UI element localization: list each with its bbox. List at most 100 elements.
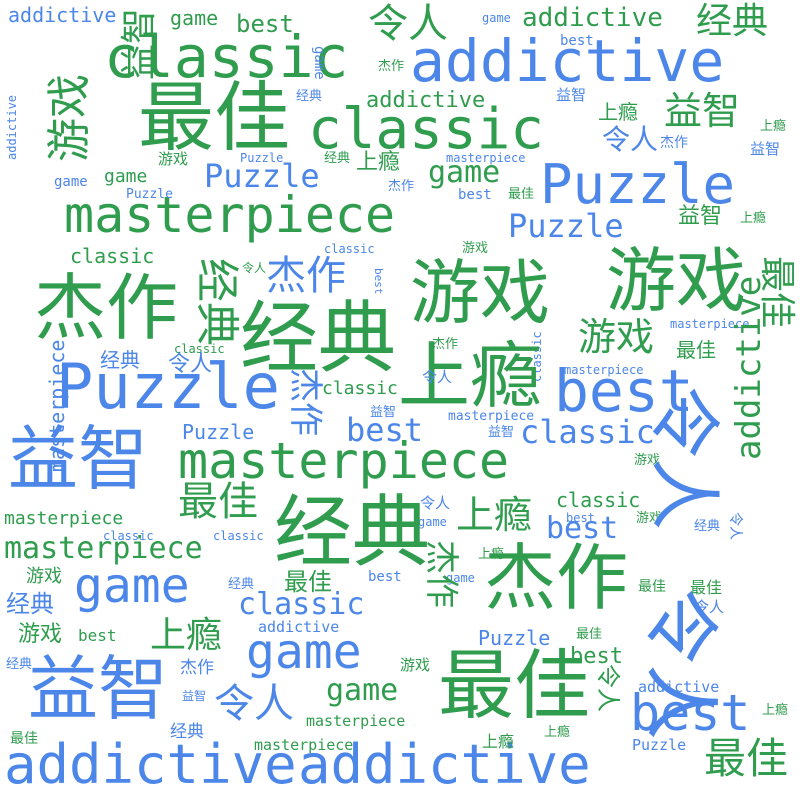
cloud-word: 令人: [242, 261, 267, 275]
cloud-word: game: [74, 558, 190, 614]
cloud-word: best: [546, 511, 619, 546]
cloud-word: addictive: [522, 3, 663, 33]
cloud-word: Puzzle: [126, 187, 173, 202]
cloud-word: 杰作: [180, 658, 214, 678]
cloud-word: 令人: [727, 512, 743, 540]
cloud-word: 益智: [370, 405, 397, 420]
cloud-word: 经典: [100, 348, 140, 372]
cloud-word: 上瘾: [760, 119, 787, 134]
cloud-word: 上瘾: [598, 100, 638, 124]
cloud-word: Puzzle: [240, 151, 284, 165]
cloud-word: masterpiece: [564, 363, 644, 377]
cloud-word: classic: [556, 488, 641, 512]
cloud-word: game: [170, 6, 219, 30]
cloud-word: 最佳: [438, 641, 590, 730]
cloud-word: 杰作: [432, 337, 459, 352]
cloud-word: 经典: [296, 89, 323, 104]
cloud-word: 经典: [324, 151, 351, 166]
cloud-word: 上瘾: [150, 615, 223, 656]
cloud-word: 令人: [168, 352, 213, 377]
cloud-word: 益智: [28, 648, 168, 730]
cloud-word: game: [311, 46, 327, 80]
cloud-word: 杰作: [388, 179, 415, 194]
cloud-word: best: [458, 187, 492, 203]
cloud-word: masterpiece: [306, 712, 406, 730]
cloud-word: best: [368, 569, 402, 585]
cloud-word: 经典: [696, 1, 769, 42]
cloud-word: classic: [213, 529, 264, 543]
cloud-word: 令人: [368, 1, 448, 47]
cloud-word: addictive: [638, 678, 720, 696]
cloud-word: 游戏: [636, 511, 663, 526]
cloud-word: Puzzle: [56, 350, 280, 423]
cloud-word: 经典: [694, 519, 721, 534]
cloud-word: 最佳: [508, 187, 535, 202]
cloud-word: 上瘾: [544, 725, 571, 740]
cloud-word: 经典: [274, 488, 431, 578]
cloud-word: 益智: [8, 418, 148, 500]
cloud-word: best: [630, 684, 751, 742]
cloud-word: Puzzle: [632, 736, 687, 754]
cloud-word: 杰作: [266, 253, 346, 299]
cloud-word: 杰作: [484, 536, 629, 620]
cloud-word: 益智: [678, 204, 723, 229]
cloud-word: classic: [324, 242, 375, 256]
cloud-word: best: [236, 10, 294, 38]
cloud-word: game: [326, 673, 399, 708]
cloud-word: 益智: [488, 425, 515, 440]
cloud-word: addictive: [258, 618, 340, 636]
cloud-word: 经典: [6, 657, 33, 672]
cloud-word: 益智: [750, 140, 781, 158]
cloud-word: classic: [103, 529, 154, 543]
cloud-word: 令人: [642, 386, 726, 531]
cloud-word: classic: [520, 413, 655, 451]
cloud-word: 游戏: [44, 74, 95, 162]
cloud-word: game: [54, 174, 88, 190]
cloud-word: 最佳: [704, 734, 789, 783]
cloud-word: 杰作: [378, 59, 405, 74]
cloud-word: addictive: [366, 88, 486, 113]
cloud-word: addictive: [298, 733, 591, 796]
cloud-word: 杰作: [34, 266, 179, 350]
cloud-word: game: [418, 515, 447, 529]
cloud-word: 益智: [556, 86, 587, 104]
cloud-word: 令人: [214, 681, 294, 727]
cloud-word: game: [104, 166, 148, 187]
cloud-word: 最佳: [756, 256, 797, 329]
cloud-word: classic: [70, 244, 155, 268]
cloud-word: classic: [174, 342, 225, 356]
cloud-word: 最佳: [138, 73, 290, 162]
cloud-word: Puzzle: [182, 420, 255, 444]
cloud-word: 最佳: [638, 579, 666, 595]
cloud-word: 最佳: [676, 338, 716, 362]
cloud-word: 令人: [602, 123, 659, 156]
cloud-word: 上瘾: [762, 703, 789, 718]
cloud-word: classic: [322, 378, 398, 399]
cloud-word: addictive: [5, 94, 19, 160]
cloud-word: 令人: [694, 598, 725, 616]
cloud-word: 最佳: [576, 627, 603, 642]
cloud-word: 游戏: [410, 252, 550, 334]
cloud-word: masterpiece: [254, 736, 354, 754]
cloud-word: 游戏: [400, 656, 431, 674]
cloud-word: Puzzle: [478, 626, 551, 650]
cloud-word: 游戏: [606, 240, 746, 322]
cloud-word: 杰作: [660, 135, 688, 151]
cloud-word: game: [246, 624, 362, 680]
cloud-word: best: [554, 357, 694, 425]
cloud-word: best: [560, 33, 594, 49]
cloud-word: 经典: [228, 577, 255, 592]
cloud-word: 游戏: [578, 315, 655, 359]
cloud-word: best: [566, 511, 595, 525]
cloud-word: addictive: [4, 733, 297, 796]
cloud-word: 上瘾: [482, 732, 515, 751]
cloud-word: masterpiece: [670, 317, 750, 331]
cloud-word: Puzzle: [204, 157, 320, 195]
cloud-word: 上瘾: [478, 547, 505, 562]
cloud-word: classic: [238, 587, 365, 622]
cloud-word: 游戏: [158, 150, 189, 168]
cloud-word: game: [428, 155, 501, 190]
cloud-word: classic: [104, 23, 349, 91]
cloud-word: Puzzle: [508, 207, 624, 245]
